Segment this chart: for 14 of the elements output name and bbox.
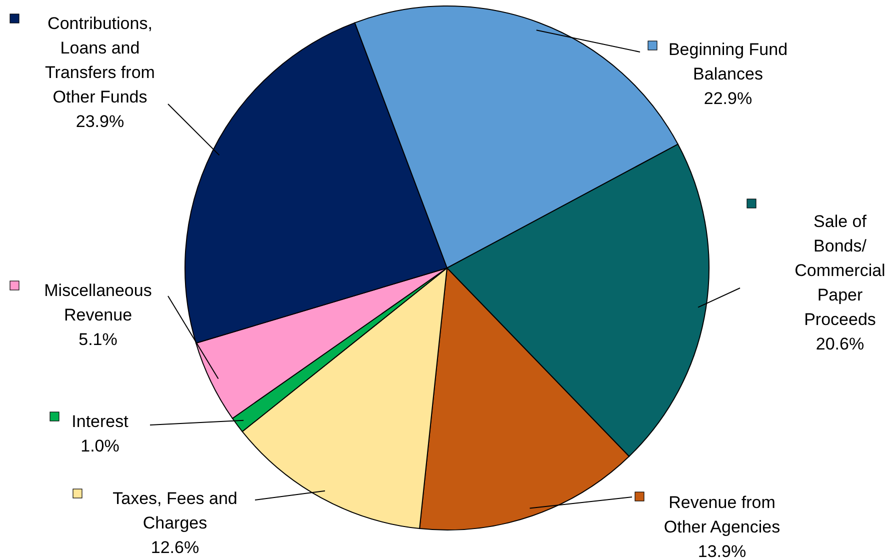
data-label: 5.1%: [78, 330, 118, 349]
data-label: 20.6%: [816, 334, 864, 354]
legend-label: Interest: [72, 412, 129, 431]
data-label: 13.9%: [698, 542, 746, 559]
legend-label: Beginning Fund Balances: [668, 40, 788, 84]
legend-label: Revenue from Other Agencies: [664, 493, 780, 536]
data-label: 23.9%: [76, 112, 124, 131]
data-label: 22.9%: [704, 89, 752, 108]
data-label: 12.6%: [150, 538, 200, 557]
legend-label: Miscellaneous Revenue: [44, 281, 152, 324]
slice-label: Sale of Bonds/ Commercial Paper Proceeds: [794, 212, 886, 329]
legend-label: Taxes, Fees and Charges: [112, 489, 238, 532]
legend-label: Contributions, Loans and Transfers from Other Funds: [45, 14, 155, 106]
data-label: 1.0%: [80, 436, 120, 456]
